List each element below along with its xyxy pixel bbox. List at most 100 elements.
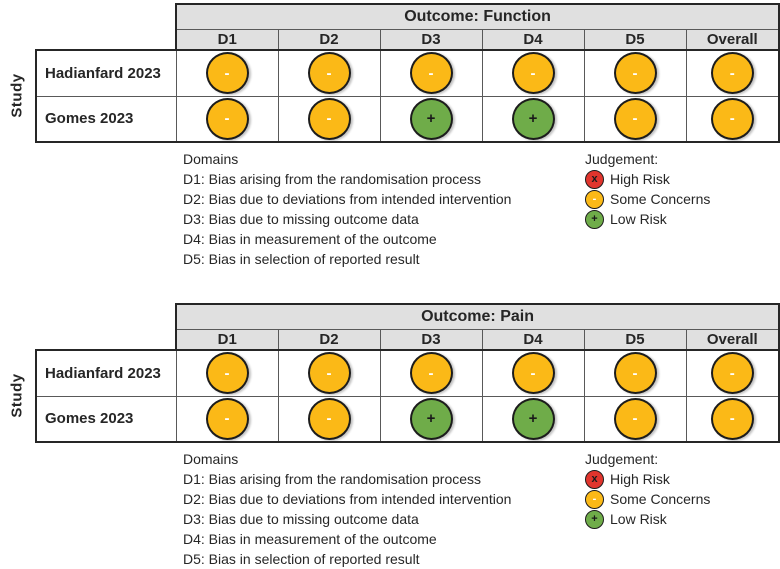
judgement-title: Judgement: bbox=[585, 151, 659, 167]
study-axis-label: Study bbox=[0, 349, 34, 441]
domains-legend: Domains D1: Bias arising from the random… bbox=[183, 449, 780, 569]
domain-d2-description: D2: Bias due to deviations from intended… bbox=[183, 191, 512, 207]
domain-d3-description: D3: Bias due to missing outcome data bbox=[183, 511, 419, 527]
rating-cell: - bbox=[175, 49, 279, 97]
rating-cell: - bbox=[277, 49, 381, 97]
rating-circle: - bbox=[710, 352, 754, 395]
some-concerns-icon: - bbox=[585, 489, 604, 509]
rob-table-function: Outcome: Function D1 D2 D3 D4 D5 Overall… bbox=[35, 3, 780, 143]
judgement-item-high-risk: x High Risk bbox=[585, 169, 710, 189]
rating-circle: - bbox=[613, 97, 657, 140]
judgement-item-some-concerns: - Some Concerns bbox=[585, 489, 710, 509]
judgement-legend: Judgement: x High Risk - Some Concerns +… bbox=[585, 149, 710, 229]
domain-header-row: D1 D2 D3 D4 D5 Overall bbox=[36, 28, 780, 51]
rating-cell: - bbox=[379, 49, 483, 97]
rating-circle: - bbox=[710, 52, 754, 95]
rating-circle: - bbox=[307, 52, 351, 95]
rating-cell: - bbox=[481, 49, 585, 97]
rating-circle: - bbox=[307, 397, 351, 440]
study-axis-label: Study bbox=[0, 49, 34, 141]
rating-circle: - bbox=[511, 352, 555, 395]
study-row-gomes: Gomes 2023 - - + + - - bbox=[35, 95, 780, 143]
rating-cell: + bbox=[481, 95, 585, 143]
rating-circle: - bbox=[613, 352, 657, 395]
outcome-title-row: Outcome: Function bbox=[36, 3, 780, 30]
rating-cell: - bbox=[583, 95, 687, 143]
domain-d2-description: D2: Bias due to deviations from intended… bbox=[183, 491, 512, 507]
study-row-label: Hadianfard 2023 bbox=[35, 49, 177, 97]
rating-circle: + bbox=[409, 97, 453, 140]
domains-legend: Domains D1: Bias arising from the random… bbox=[183, 149, 780, 269]
domain-header-row: D1 D2 D3 D4 D5 Overall bbox=[36, 328, 780, 351]
rating-cell: + bbox=[379, 395, 483, 443]
column-header-overall: Overall bbox=[685, 328, 780, 351]
judgement-label: High Risk bbox=[610, 471, 670, 487]
rating-cell: - bbox=[685, 95, 780, 143]
some-concerns-icon: - bbox=[585, 189, 604, 209]
judgement-legend: Judgement: x High Risk - Some Concerns +… bbox=[585, 449, 710, 529]
study-row-label: Hadianfard 2023 bbox=[35, 349, 177, 397]
outcome-title: Outcome: Pain bbox=[174, 303, 780, 330]
domain-d5-description: D5: Bias in selection of reported result bbox=[183, 251, 420, 267]
rating-cell: - bbox=[685, 49, 780, 97]
outcome-title: Outcome: Function bbox=[174, 3, 780, 30]
legend-pain: Domains D1: Bias arising from the random… bbox=[0, 449, 780, 569]
rating-cell: - bbox=[583, 49, 687, 97]
column-header-d3: D3 bbox=[379, 28, 483, 51]
rating-cell: - bbox=[277, 95, 381, 143]
legend-function: Domains D1: Bias arising from the random… bbox=[0, 149, 780, 269]
rating-cell: - bbox=[277, 395, 381, 443]
rating-circle: - bbox=[710, 397, 754, 440]
column-header-d3: D3 bbox=[379, 328, 483, 351]
rating-cell: + bbox=[481, 395, 585, 443]
study-axis-label-text: Study bbox=[8, 372, 26, 418]
judgement-label: Low Risk bbox=[610, 511, 667, 527]
rating-circle: - bbox=[613, 52, 657, 95]
domain-d5-description: D5: Bias in selection of reported result bbox=[183, 551, 420, 567]
column-header-d1: D1 bbox=[175, 28, 279, 51]
rating-cell: - bbox=[175, 349, 279, 397]
rating-cell: - bbox=[583, 395, 687, 443]
judgement-label: High Risk bbox=[610, 171, 670, 187]
domains-title: Domains bbox=[183, 151, 239, 167]
rating-circle: - bbox=[307, 97, 351, 140]
rating-circle: - bbox=[511, 52, 555, 95]
outcome-title-row: Outcome: Pain bbox=[36, 303, 780, 330]
study-row-gomes: Gomes 2023 - - + + - - bbox=[35, 395, 780, 443]
low-risk-icon: + bbox=[585, 209, 604, 229]
rating-circle: + bbox=[511, 397, 555, 440]
judgement-item-some-concerns: - Some Concerns bbox=[585, 189, 710, 209]
rating-circle: - bbox=[205, 97, 249, 140]
rating-circle: - bbox=[205, 52, 249, 95]
study-row-hadianfard: Hadianfard 2023 - - - - - - bbox=[35, 49, 780, 97]
domain-d1-description: D1: Bias arising from the randomisation … bbox=[183, 171, 482, 187]
column-header-d4: D4 bbox=[481, 28, 585, 51]
corner-spacer bbox=[36, 4, 176, 29]
judgement-item-low-risk: + Low Risk bbox=[585, 209, 710, 229]
rating-cell: - bbox=[481, 349, 585, 397]
judgement-item-low-risk: + Low Risk bbox=[585, 509, 710, 529]
rating-cell: - bbox=[685, 395, 780, 443]
column-header-d1: D1 bbox=[175, 328, 279, 351]
high-risk-icon: x bbox=[585, 469, 604, 489]
rating-cell: - bbox=[175, 395, 279, 443]
judgement-label: Low Risk bbox=[610, 211, 667, 227]
column-header-d5: D5 bbox=[583, 328, 687, 351]
corner-spacer bbox=[36, 329, 176, 350]
domain-d1-description: D1: Bias arising from the randomisation … bbox=[183, 471, 482, 487]
judgement-label: Some Concerns bbox=[610, 191, 711, 207]
rating-circle: - bbox=[409, 352, 453, 395]
rob-table-area-function: Study Outcome: Function D1 D2 D3 D4 D5 O… bbox=[9, 3, 780, 143]
judgement-item-high-risk: x High Risk bbox=[585, 469, 710, 489]
rating-circle: - bbox=[710, 97, 754, 140]
rating-circle: + bbox=[409, 397, 453, 440]
column-header-d2: D2 bbox=[277, 28, 381, 51]
rating-cell: - bbox=[583, 349, 687, 397]
domain-d4-description: D4: Bias in measurement of the outcome bbox=[183, 231, 437, 247]
corner-spacer bbox=[36, 304, 176, 329]
domain-d4-description: D4: Bias in measurement of the outcome bbox=[183, 531, 437, 547]
rating-circle: - bbox=[307, 352, 351, 395]
column-header-d4: D4 bbox=[481, 328, 585, 351]
study-row-hadianfard: Hadianfard 2023 - - - - - - bbox=[35, 349, 780, 397]
rating-cell: - bbox=[379, 349, 483, 397]
